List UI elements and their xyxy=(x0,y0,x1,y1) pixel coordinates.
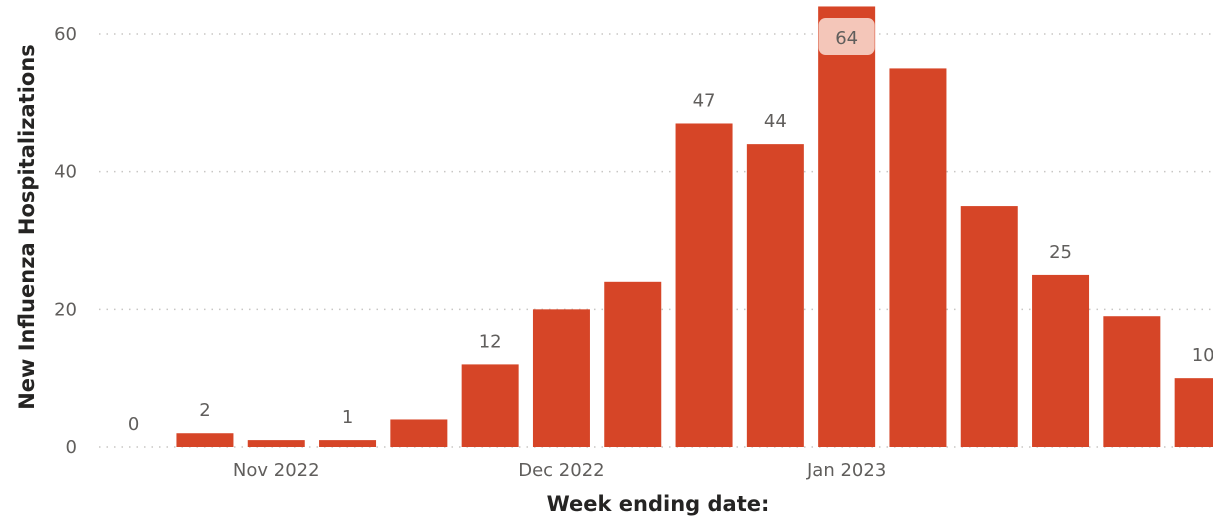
bar xyxy=(675,123,733,447)
data-label: 47 xyxy=(693,90,716,111)
bar xyxy=(960,206,1018,447)
bar xyxy=(461,364,519,447)
bars xyxy=(176,6,1213,448)
bar xyxy=(1103,316,1161,447)
y-tick-label: 40 xyxy=(54,162,77,183)
bar xyxy=(1174,378,1213,447)
data-label: 12 xyxy=(479,331,502,352)
data-label: 44 xyxy=(764,111,787,132)
data-labels: 0 2 1 12 47 44 64 25 10 xyxy=(128,18,1213,435)
data-label: 64 xyxy=(835,28,858,49)
bar xyxy=(390,419,448,447)
data-label: 1 xyxy=(342,407,353,428)
bar xyxy=(176,433,234,447)
x-axis-title: Week ending date: xyxy=(547,492,770,516)
bar xyxy=(1032,274,1090,447)
y-tick-label: 20 xyxy=(54,299,77,320)
bar xyxy=(604,281,662,447)
x-axis-ticks: Nov 2022 Dec 2022 Jan 2023 xyxy=(233,460,886,481)
y-tick-label: 0 xyxy=(66,437,77,458)
data-label: 0 xyxy=(128,414,139,435)
bar xyxy=(247,440,305,447)
data-label-highlight-bg xyxy=(818,18,875,55)
y-tick-label: 60 xyxy=(54,24,77,45)
data-label: 10 xyxy=(1192,345,1213,366)
x-tick-label: Jan 2023 xyxy=(806,460,886,481)
y-axis-ticks: 0 20 40 60 xyxy=(54,24,77,458)
x-tick-label: Dec 2022 xyxy=(518,460,604,481)
bar xyxy=(746,144,804,447)
data-label: 25 xyxy=(1049,242,1072,263)
bar xyxy=(532,309,590,447)
bar xyxy=(319,440,377,447)
bar xyxy=(818,6,876,447)
x-tick-label: Nov 2022 xyxy=(233,460,320,481)
y-axis-title: New Influenza Hospitalizations xyxy=(15,44,39,410)
bar xyxy=(889,68,947,448)
data-label: 2 xyxy=(199,400,210,421)
